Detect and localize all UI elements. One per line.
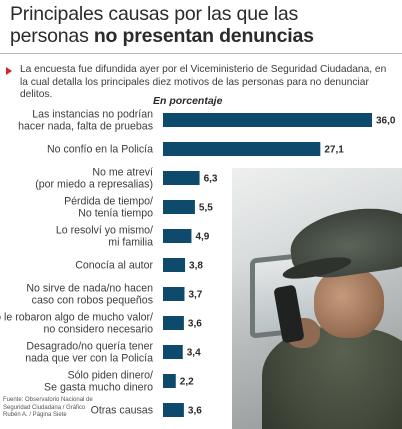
bar-4 [163,200,195,214]
category-label-4-line-2: No tenía tiempo [78,208,153,220]
value-label-9: 3,4 [187,348,201,359]
category-label-1-line-2: hacer nada, falta de pruebas [18,121,153,133]
bar-2 [163,142,321,156]
category-label-8-line-2: no considero necesario [43,324,153,336]
lead-text: La encuesta fue difundida ayer por el Vi… [20,64,387,100]
category-label-7-line-1: No sirve de nada/no hacen [26,283,153,295]
value-label-1: 36,0 [376,116,396,127]
value-label-6: 3,8 [189,261,203,272]
value-label-5: 4,9 [195,232,209,243]
bar-8 [163,316,184,330]
title-line-2-bold: no presentan denuncias [93,25,314,47]
value-label-8: 3,6 [188,319,202,330]
title-line-2-normal: personas [10,25,94,47]
value-label-4: 5,5 [199,203,213,214]
source-note: Fuente: Observatorio Nacional de Segurid… [3,397,93,418]
category-label-10-line-2: Se gasta mucho dinero [44,382,153,394]
category-label-2-line-1: No confío en la Policía [47,144,153,156]
value-label-2: 27,1 [324,145,344,156]
category-label-9-line-2: nada que ver con la Policía [25,353,153,365]
chart-title: Principales causas por las que las perso… [10,3,395,47]
category-label-4-line-1: Pérdida de tiempo/ [64,196,153,208]
category-label-1-line-1: Las instancias no podrían [32,109,153,121]
bar-3 [163,171,200,185]
red-arrow-icon [6,67,12,75]
bar-6 [163,258,186,272]
bar-7 [163,287,185,301]
value-label-7: 3,7 [188,290,202,301]
category-label-10-line-1: Sólo piden dinero/ [68,370,153,382]
category-label-7-line-2: caso con robos pequeños [32,295,153,307]
category-label-9-line-1: Desagrado/no quería tener [26,341,153,353]
category-label-5-line-1: Lo resolví yo mismo/ [56,225,153,237]
category-label-11-line-1: Otras causas [91,405,153,417]
title-line-1: Principales causas por las que las [10,3,299,25]
category-label-3-line-1: No me atreví [92,167,153,179]
bar-9 [163,345,183,359]
category-label-6-line-1: Conocía al autor [75,260,153,272]
category-label-3-line-2: (por miedo a represalias) [35,179,153,191]
category-label-8-line-1: No le robaron algo de mucho valor/ [0,312,153,324]
bar-1 [163,113,372,127]
bar-5 [163,229,192,243]
category-label-5-line-2: mi familia [108,237,153,249]
value-label-11: 3,6 [188,406,202,417]
title-divider [0,53,402,54]
value-label-10: 2,2 [180,377,194,388]
value-label-3: 6,3 [204,174,218,185]
bar-11 [163,403,184,417]
unit-label: En porcentaje [153,95,223,107]
police-officer-photo [232,168,402,429]
bar-10 [163,374,176,388]
